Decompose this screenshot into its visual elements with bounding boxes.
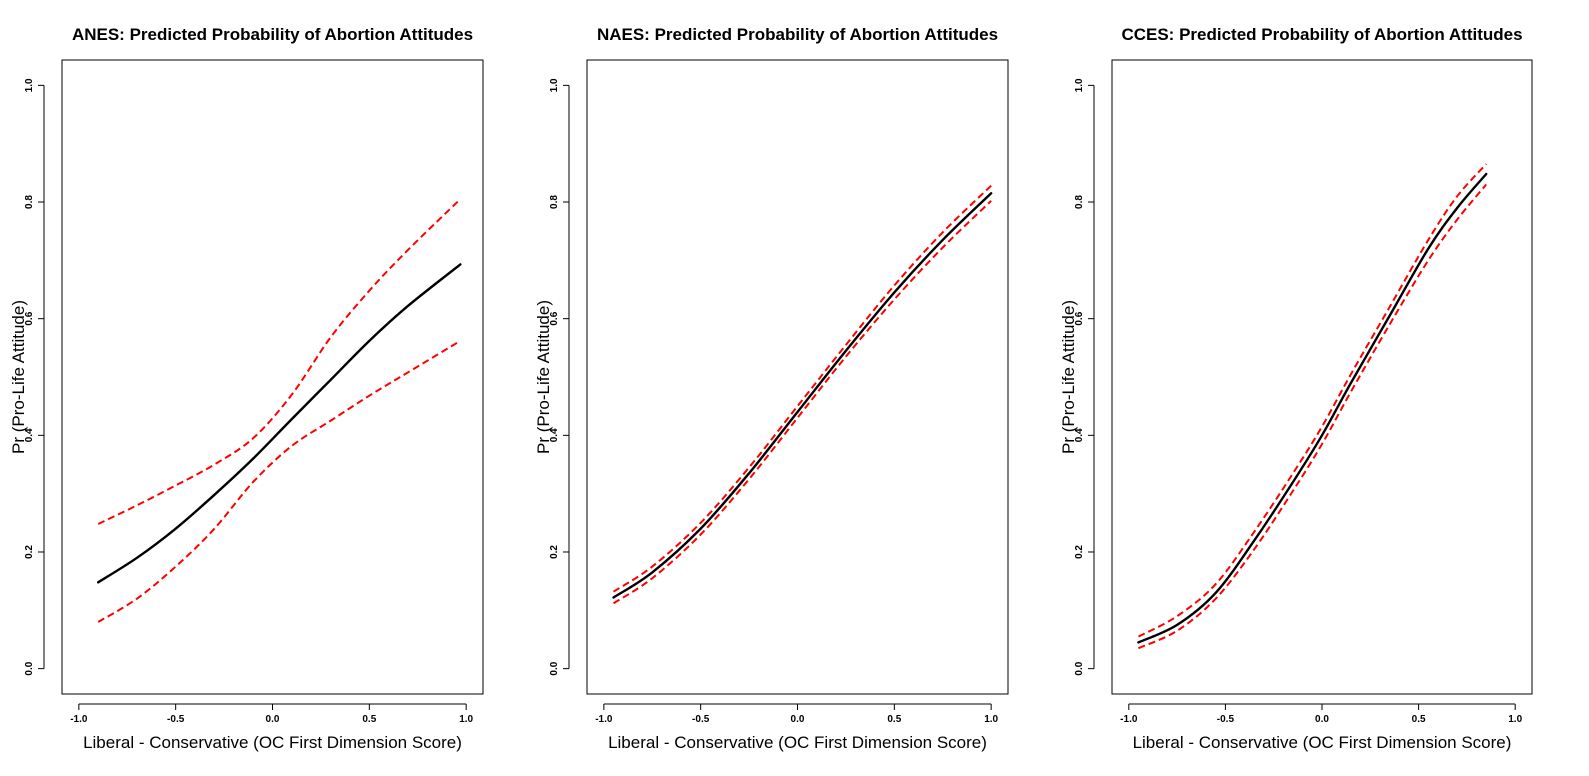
x-axis-label: Liberal - Conservative (OC First Dimensi… <box>83 733 462 752</box>
x-tick-label: -1.0 <box>1120 714 1138 725</box>
y-tick-label: 0.4 <box>1074 428 1085 442</box>
upper-ci-line <box>612 184 992 593</box>
lower-ci-line <box>97 339 461 623</box>
x-tick-label: 0.0 <box>266 714 280 725</box>
y-tick-label: 0.4 <box>24 428 35 442</box>
cces-panel: CCES: Predicted Probability of Abortion … <box>1059 25 1533 752</box>
y-tick-label: 1.0 <box>549 78 560 92</box>
y-tick-label: 0.0 <box>24 661 35 675</box>
x-tick-label: -1.0 <box>595 714 613 725</box>
x-tick-label: 1.0 <box>459 714 473 725</box>
x-tick-label: 0.5 <box>887 714 901 725</box>
predicted-probability-line <box>97 263 462 584</box>
y-axis-label: Pr (Pro-Life Attitude) <box>534 300 553 454</box>
chart-title: ANES: Predicted Probability of Abortion … <box>72 25 473 44</box>
y-tick-label: 0.2 <box>24 545 35 559</box>
y-tick-label: 1.0 <box>1074 78 1085 92</box>
x-tick-label: -0.5 <box>1217 714 1235 725</box>
predicted-probability-line <box>612 192 993 599</box>
x-tick-label: 1.0 <box>984 714 998 725</box>
y-axis-label: Pr (Pro-Life Attitude) <box>1059 300 1078 454</box>
x-axis-label: Liberal - Conservative (OC First Dimensi… <box>608 733 987 752</box>
lower-ci-line <box>612 200 992 605</box>
chart-title: NAES: Predicted Probability of Abortion … <box>597 25 998 44</box>
y-tick-label: 0.6 <box>549 311 560 325</box>
x-tick-label: -1.0 <box>70 714 88 725</box>
y-tick-label: 0.4 <box>549 428 560 442</box>
y-axis-label: Pr (Pro-Life Attitude) <box>9 300 28 454</box>
predicted-probability-line <box>1137 172 1488 644</box>
y-tick-label: 0.8 <box>549 195 560 209</box>
y-tick-label: 0.0 <box>1074 661 1085 675</box>
y-tick-label: 0.8 <box>1074 195 1085 209</box>
lower-ci-line <box>1138 183 1487 650</box>
x-tick-label: 0.5 <box>362 714 376 725</box>
x-tick-label: 0.0 <box>791 714 805 725</box>
y-tick-label: 0.6 <box>24 311 35 325</box>
plot-frame <box>1111 59 1533 695</box>
upper-ci-line <box>97 198 462 525</box>
x-tick-label: 0.5 <box>1412 714 1426 725</box>
y-tick-label: 0.0 <box>549 661 560 675</box>
x-tick-label: -0.5 <box>692 714 710 725</box>
y-tick-label: 0.2 <box>549 545 560 559</box>
y-tick-label: 0.2 <box>1074 545 1085 559</box>
naes-panel: NAES: Predicted Probability of Abortion … <box>534 25 1009 752</box>
plot-frame <box>586 59 1009 695</box>
anes-panel: ANES: Predicted Probability of Abortion … <box>9 25 484 752</box>
x-axis-label: Liberal - Conservative (OC First Dimensi… <box>1133 733 1512 752</box>
upper-ci-line <box>1137 163 1487 638</box>
y-tick-label: 1.0 <box>24 78 35 92</box>
x-tick-label: 1.0 <box>1508 714 1522 725</box>
chart-title: CCES: Predicted Probability of Abortion … <box>1121 25 1522 44</box>
x-tick-label: 0.0 <box>1315 714 1329 725</box>
y-tick-label: 0.6 <box>1074 311 1085 325</box>
plot-frame <box>61 59 484 695</box>
x-tick-label: -0.5 <box>167 714 185 725</box>
y-tick-label: 0.8 <box>24 195 35 209</box>
